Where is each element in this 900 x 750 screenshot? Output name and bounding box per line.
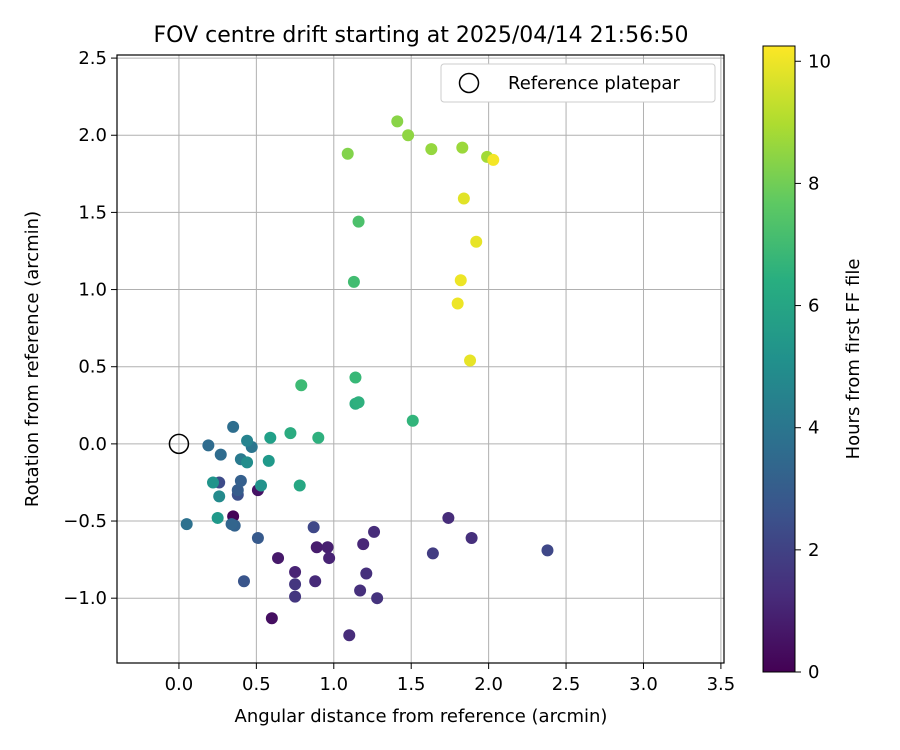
- x-axis-label: Angular distance from reference (arcmin): [235, 706, 608, 727]
- data-point: [457, 192, 470, 205]
- data-point: [451, 297, 464, 310]
- data-point: [262, 454, 275, 467]
- x-axis-ticks: 0.0 0.5 1.0 1.5 2.0 2.5 3.0 3.5: [165, 663, 736, 695]
- x-tick-label: 0.0: [165, 674, 194, 695]
- x-tick-label: 3.5: [707, 674, 736, 695]
- data-point: [295, 379, 308, 392]
- data-point: [202, 439, 215, 452]
- data-point: [343, 629, 356, 642]
- data-point: [307, 521, 320, 534]
- data-point: [354, 584, 367, 597]
- y-tick-label: 1.0: [78, 280, 107, 301]
- y-tick-label: −1.0: [63, 588, 107, 609]
- y-tick-label: 1.5: [78, 202, 107, 223]
- reference-platepar-marker: [168, 433, 190, 455]
- colorbar-label: Hours from first FF file: [843, 259, 864, 460]
- data-point: [442, 511, 455, 524]
- data-point: [347, 275, 360, 288]
- y-tick-label: 0.0: [78, 434, 107, 455]
- plot-frame: [116, 54, 725, 664]
- data-points: [180, 115, 554, 642]
- data-point: [234, 474, 247, 487]
- x-tick-label: 1.0: [319, 674, 348, 695]
- data-point: [227, 420, 240, 433]
- colorbar-tick-label: 6: [808, 296, 819, 317]
- data-point: [211, 511, 224, 524]
- data-point: [321, 541, 334, 554]
- data-point: [426, 547, 439, 560]
- reference-marker-group: [168, 433, 190, 455]
- data-point: [406, 414, 419, 427]
- data-point: [341, 147, 354, 160]
- colorbar-gradient: [762, 45, 796, 673]
- data-point: [464, 354, 477, 367]
- data-point: [255, 479, 268, 492]
- colorbar-tick-label: 8: [808, 173, 819, 194]
- legend-box: [440, 63, 716, 103]
- colorbar-tick-label: 4: [808, 418, 819, 439]
- x-tick-label: 0.5: [242, 674, 271, 695]
- colorbar-tick-label: 10: [808, 51, 831, 72]
- data-point: [357, 538, 370, 551]
- y-tick-label: 2.0: [78, 125, 107, 146]
- legend-label-reference: Reference platepar: [508, 73, 680, 94]
- data-point: [293, 479, 306, 492]
- y-axis-ticks: −1.0 −0.5 0.0 0.5 1.0 1.5 2.0 2.5: [63, 48, 117, 609]
- data-point: [289, 565, 302, 578]
- data-point: [284, 427, 297, 440]
- data-point: [237, 575, 250, 588]
- data-point: [272, 552, 285, 565]
- data-point: [289, 578, 302, 591]
- data-point: [289, 590, 302, 603]
- data-point: [241, 434, 254, 447]
- data-point: [213, 490, 226, 503]
- data-point: [360, 567, 373, 580]
- x-tick-label: 2.0: [474, 674, 503, 695]
- data-point: [352, 396, 365, 409]
- y-tick-label: −0.5: [63, 511, 107, 532]
- data-point: [541, 544, 554, 557]
- data-point: [265, 612, 278, 625]
- colorbar-tick-label: 2: [808, 540, 819, 561]
- data-point: [214, 448, 227, 461]
- data-point: [180, 518, 193, 531]
- data-point: [251, 532, 264, 545]
- y-axis-label: Rotation from reference (arcmin): [22, 211, 43, 507]
- data-point: [323, 552, 336, 565]
- data-point: [470, 235, 483, 248]
- colorbar-tick-label: 0: [808, 662, 819, 683]
- data-point: [312, 431, 325, 444]
- chart-title: FOV centre drift starting at 2025/04/14 …: [154, 23, 689, 48]
- data-point: [309, 575, 322, 588]
- data-point: [264, 431, 277, 444]
- x-tick-label: 3.0: [629, 674, 658, 695]
- grid-lines: [117, 55, 724, 663]
- y-tick-label: 2.5: [78, 48, 107, 69]
- data-point: [349, 371, 362, 384]
- data-point: [391, 115, 404, 128]
- legend: Reference platepar: [440, 63, 716, 103]
- x-tick-label: 1.5: [397, 674, 426, 695]
- data-point: [231, 484, 244, 497]
- legend-reference-marker: [458, 72, 480, 94]
- data-point: [225, 518, 238, 531]
- data-point: [465, 532, 478, 545]
- data-point: [310, 541, 323, 554]
- y-tick-label: 0.5: [78, 357, 107, 378]
- colorbar-ticks: 0 2 4 6 8 10: [795, 51, 831, 683]
- data-point: [402, 129, 415, 142]
- data-point: [425, 143, 438, 156]
- data-point: [352, 215, 365, 228]
- data-point: [368, 525, 381, 538]
- x-tick-label: 2.5: [552, 674, 581, 695]
- data-point: [454, 274, 467, 287]
- data-point: [241, 456, 254, 469]
- data-point: [207, 476, 220, 489]
- data-point: [371, 592, 384, 605]
- colorbar: 0 2 4 6 8 10 Hours from first FF file: [762, 45, 864, 683]
- data-point: [487, 153, 500, 166]
- data-point: [456, 141, 469, 154]
